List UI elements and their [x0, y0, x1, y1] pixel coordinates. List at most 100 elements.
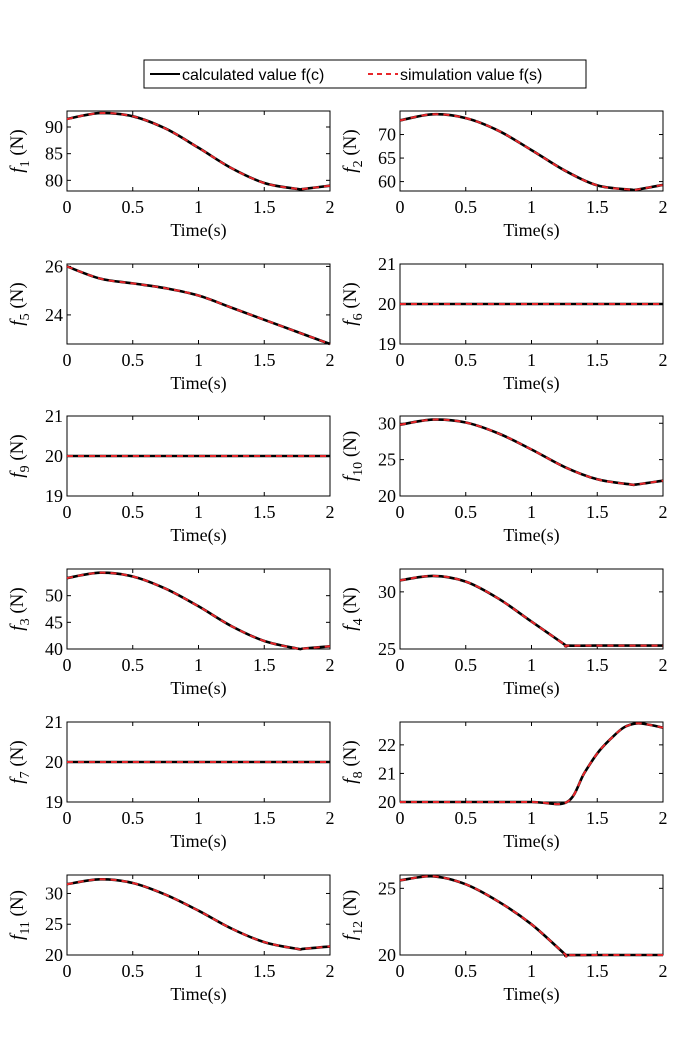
x-tick-label: 1: [527, 961, 536, 981]
y-tick-label: 20: [45, 945, 63, 965]
axes-box: [66, 874, 331, 956]
y-axis-label: f11 (N): [7, 890, 33, 940]
x-tick-label: 2: [659, 808, 668, 828]
x-tick-label: 1.5: [586, 961, 609, 981]
y-label-symbol: f: [7, 165, 28, 173]
x-tick-label: 2: [659, 961, 668, 981]
x-axis-label: Time(s): [170, 525, 226, 546]
x-tick-label: 2: [326, 961, 335, 981]
x-tick-label: 1: [527, 197, 536, 217]
series-line-simulation: [399, 875, 663, 958]
x-tick-label: 1: [194, 502, 203, 522]
x-axis-label: Time(s): [170, 984, 226, 1005]
y-label-symbol: f: [340, 473, 361, 481]
y-label-symbol: f: [340, 776, 361, 784]
y-tick-label: 21: [378, 763, 396, 783]
y-label-symbol: f: [7, 932, 28, 940]
x-tick-label: 2: [659, 350, 668, 370]
x-tick-label: 2: [326, 808, 335, 828]
subplot-f3: 0 0.5 1 1.5 2 40 45 50 Time(s) f3 (N): [7, 568, 335, 699]
y-label-subscript: 3: [18, 618, 33, 625]
x-tick-label: 0: [396, 961, 405, 981]
y-tick-label: 30: [378, 413, 396, 433]
y-tick-label: 20: [378, 486, 396, 506]
legend-label-simulation: simulation value f(s): [400, 67, 542, 84]
y-label-unit: (N): [7, 740, 28, 771]
x-axis-label: Time(s): [503, 678, 559, 699]
x-axis-label: Time(s): [503, 525, 559, 546]
y-label-subscript: 11: [18, 921, 33, 934]
x-tick-label: 1: [194, 197, 203, 217]
y-label-unit: (N): [7, 282, 28, 313]
y-tick-label: 22: [378, 735, 396, 755]
y-tick-label: 21: [45, 712, 63, 732]
legend-box: [143, 59, 587, 89]
y-tick-label: 50: [45, 586, 63, 606]
x-tick-label: 1.5: [586, 655, 609, 675]
axes-box: [66, 263, 331, 345]
subplot-f6: 0 0.5 1 1.5 2 19 20 21 Time(s) f6 (N): [340, 254, 668, 394]
x-tick-label: 2: [659, 197, 668, 217]
y-tick-label: 70: [378, 125, 396, 145]
x-tick-label: 1: [527, 655, 536, 675]
x-tick-label: 0: [63, 655, 72, 675]
x-tick-label: 0: [396, 197, 405, 217]
x-tick-label: 2: [326, 655, 335, 675]
x-tick-label: 0.5: [455, 961, 478, 981]
y-label-symbol: f: [7, 623, 28, 631]
axes-box: [399, 721, 664, 803]
y-label-subscript: 9: [18, 465, 33, 472]
x-tick-label: 2: [326, 350, 335, 370]
x-tick-label: 1: [194, 350, 203, 370]
axes-box: [66, 568, 331, 650]
x-axis-label: Time(s): [503, 984, 559, 1005]
x-tick-label: 1.5: [586, 808, 609, 828]
series-line-simulation: [399, 113, 664, 192]
y-label-subscript: 7: [18, 771, 33, 778]
x-tick-label: 0.5: [122, 502, 145, 522]
x-tick-label: 0: [396, 655, 405, 675]
y-tick-label: 60: [378, 172, 396, 192]
series-line-simulation: [66, 878, 331, 951]
x-tick-label: 0: [63, 808, 72, 828]
subplot-f8: 0 0.5 1 1.5 2 20 21 22 Time(s) f8 (N): [340, 721, 668, 852]
y-axis-label: f5 (N): [7, 282, 33, 325]
y-label-subscript: 10: [351, 462, 366, 476]
x-tick-label: 0.5: [455, 655, 478, 675]
y-tick-label: 25: [378, 639, 396, 659]
y-tick-label: 20: [378, 792, 396, 812]
x-tick-label: 0.5: [122, 655, 145, 675]
x-tick-label: 0: [63, 502, 72, 522]
x-tick-label: 0.5: [122, 197, 145, 217]
y-tick-label: 24: [45, 305, 63, 325]
y-label-unit: (N): [340, 890, 361, 921]
x-tick-label: 0.5: [122, 961, 145, 981]
x-tick-label: 1.5: [586, 502, 609, 522]
x-tick-label: 0.5: [455, 197, 478, 217]
y-tick-label: 45: [45, 612, 63, 632]
x-axis-label: Time(s): [503, 373, 559, 394]
x-tick-label: 2: [326, 197, 335, 217]
y-label-subscript: 2: [351, 160, 366, 167]
y-label-symbol: f: [7, 318, 28, 326]
y-tick-label: 80: [45, 170, 63, 190]
y-label-symbol: f: [340, 932, 361, 940]
y-tick-label: 90: [45, 117, 63, 137]
y-label-subscript: 1: [18, 160, 33, 167]
x-tick-label: 1: [527, 502, 536, 522]
x-tick-label: 1.5: [253, 808, 276, 828]
y-label-unit: (N): [7, 587, 28, 618]
series-line-simulation: [66, 112, 331, 191]
y-tick-label: 40: [45, 639, 63, 659]
y-label-unit: (N): [340, 587, 361, 618]
y-axis-label: f2 (N): [340, 129, 366, 172]
x-tick-label: 0.5: [455, 350, 478, 370]
x-tick-label: 1.5: [253, 350, 276, 370]
x-tick-label: 0.5: [455, 808, 478, 828]
y-label-subscript: 6: [351, 313, 366, 320]
x-axis-label: Time(s): [503, 220, 559, 241]
